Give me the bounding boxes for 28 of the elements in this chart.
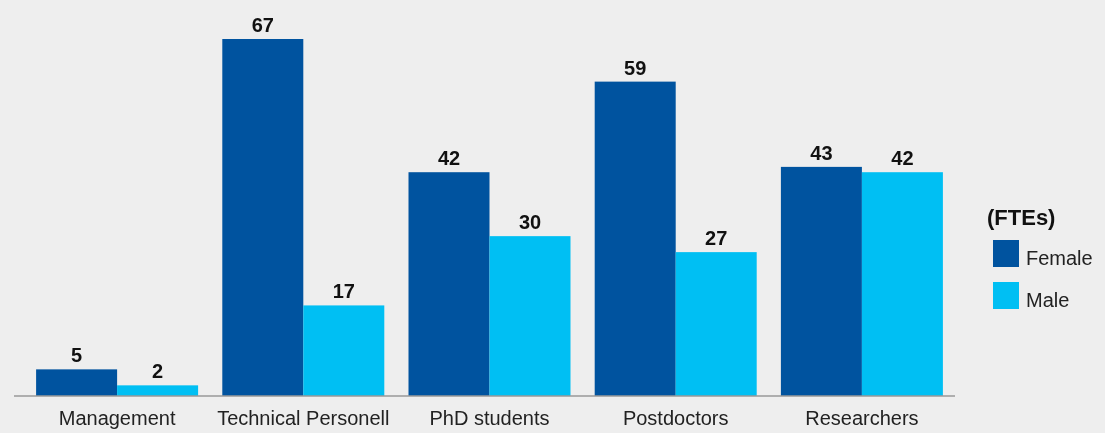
data-label: 27	[705, 227, 728, 250]
legend-label: Female	[1026, 247, 1093, 269]
data-label: 43	[810, 141, 833, 164]
x-tick-label: Postdoctors	[622, 407, 729, 429]
bar	[780, 166, 862, 396]
data-label: 42	[437, 147, 461, 170]
x-tick-label: Management	[58, 407, 176, 429]
data-label: 2	[152, 360, 164, 383]
x-tick-label: Technical Personell	[217, 407, 390, 429]
data-label: 5	[71, 344, 83, 367]
bar	[303, 305, 385, 396]
bar	[489, 236, 571, 396]
data-label: 59	[624, 56, 647, 79]
bar	[675, 252, 757, 396]
bar	[861, 172, 943, 396]
bar	[408, 172, 490, 396]
data-label: 67	[251, 14, 274, 36]
x-tick-label: Researchers	[805, 407, 919, 429]
bar	[594, 81, 676, 396]
legend-title: (FTEs)	[987, 205, 1056, 230]
data-label: 30	[518, 211, 542, 234]
bar	[36, 369, 118, 396]
data-label: 42	[891, 147, 914, 170]
legend-label: Male	[1026, 289, 1070, 311]
data-label: 17	[332, 280, 355, 303]
bar	[117, 385, 199, 396]
bar	[222, 39, 304, 396]
x-tick-label: PhD students	[429, 407, 550, 429]
